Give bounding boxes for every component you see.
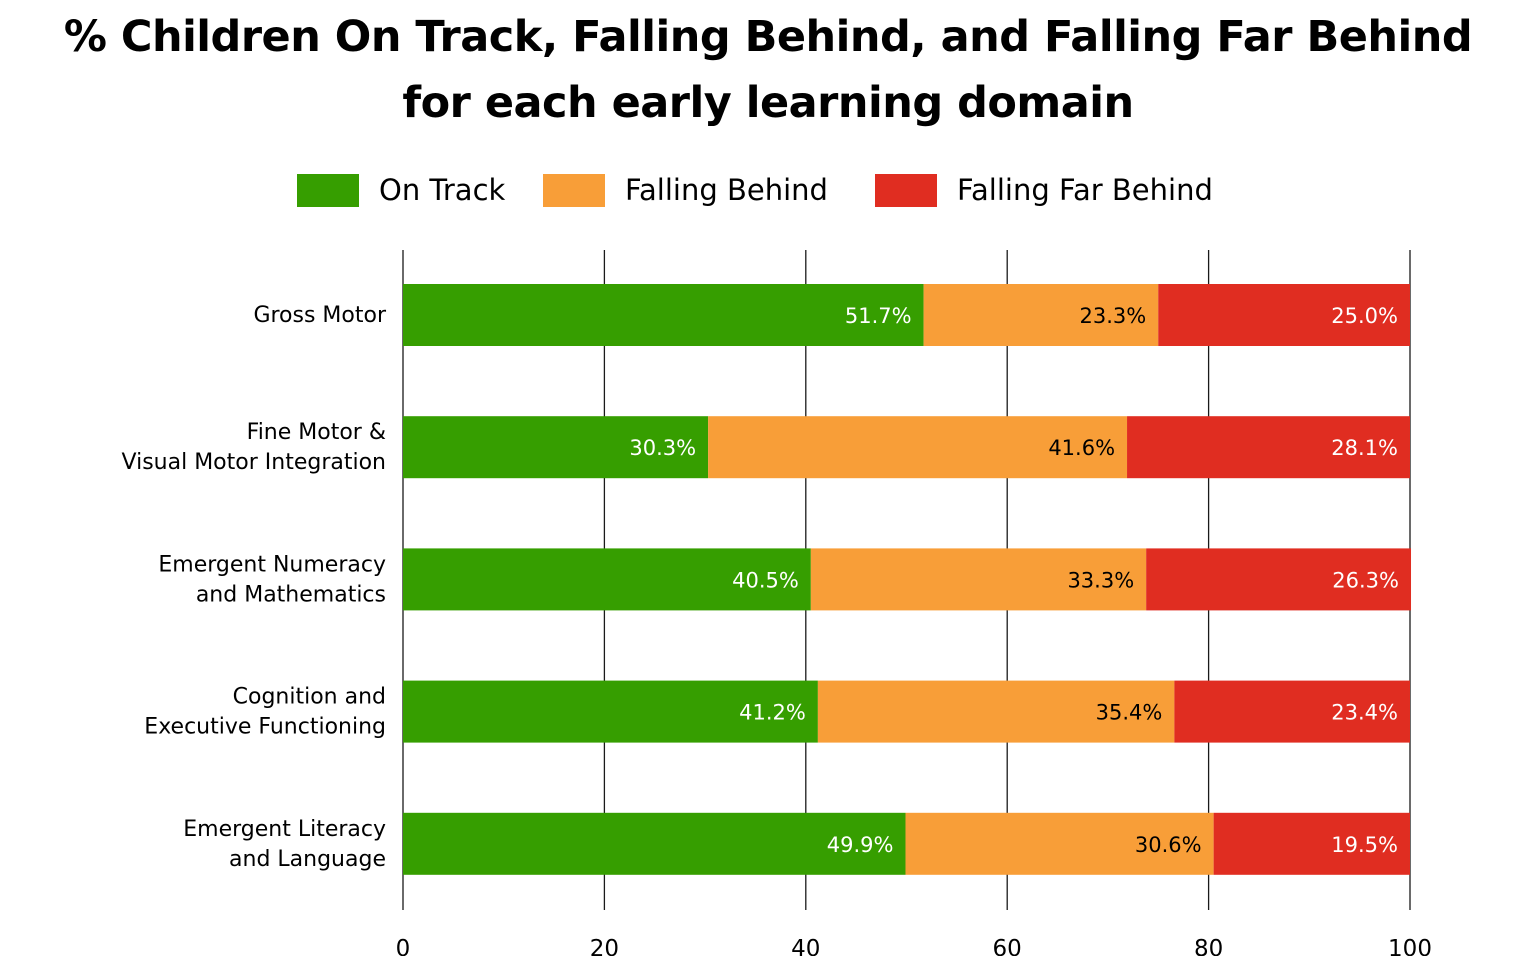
data-label: 23.3% [1080, 304, 1147, 328]
bar-segment [923, 284, 1159, 346]
bar-segment [403, 812, 906, 875]
legend-swatch-falling-behind [543, 174, 605, 207]
data-label: 40.5% [732, 568, 799, 592]
bar-segment [810, 548, 1147, 611]
data-label: 33.3% [1067, 568, 1134, 592]
bar-segment [1213, 812, 1410, 875]
bars: 51.7% 23.3% 25.0% Gross Motor 30.3% 41.6% 28.1… [122, 284, 1412, 875]
bar-segment [905, 812, 1214, 875]
legend-swatch-falling-far-behind [875, 174, 937, 207]
category-label: Fine Motor & Visual Motor Integration [122, 420, 386, 475]
data-label: 19.5% [1331, 833, 1398, 857]
data-label: 30.3% [629, 436, 696, 460]
bar-segment [403, 680, 818, 743]
bar-segment [403, 284, 924, 346]
x-tick-label: 40 [791, 936, 820, 956]
category-label: Emergent Literacy and Language [183, 817, 386, 872]
x-tick-label: 0 [396, 936, 411, 956]
data-label: 49.9% [827, 833, 894, 857]
category-label: Cognition and Executive Functioning [144, 685, 386, 740]
bar-segment [1127, 416, 1410, 479]
legend-swatch-on-track [297, 174, 359, 207]
chart-legend: On Track Falling Behind Falling Far Behi… [0, 172, 1536, 208]
data-label: 41.6% [1048, 436, 1115, 460]
bar-segment [403, 548, 811, 611]
bar-segment [403, 416, 709, 479]
chart-title-line-2: for each early learning domain [402, 78, 1134, 128]
data-label: 41.2% [739, 701, 806, 725]
x-tick-label: 20 [590, 936, 619, 956]
x-axis-tick-labels: 0 20 40 60 80 100 [396, 936, 1432, 956]
data-label: 30.6% [1135, 833, 1202, 857]
bar-segment [817, 680, 1175, 743]
bar-segment [708, 416, 1128, 479]
x-tick-label: 60 [993, 936, 1022, 956]
bar-segment [1174, 680, 1410, 743]
x-tick-label: 100 [1388, 936, 1432, 956]
bar-segment [1158, 284, 1410, 346]
category-label: Emergent Numeracy and Mathematics [158, 552, 386, 607]
legend-label-falling-behind: Falling Behind [625, 173, 828, 207]
data-label: 23.4% [1331, 701, 1398, 725]
data-label: 26.3% [1332, 568, 1399, 592]
data-label: 25.0% [1331, 304, 1398, 328]
bar-segment [1146, 548, 1412, 611]
chart-title: % Children On Track, Falling Behind, and… [0, 4, 1536, 136]
category-label: Gross Motor [253, 303, 387, 328]
legend-label-on-track: On Track [379, 173, 506, 207]
data-label: 28.1% [1331, 436, 1398, 460]
data-label: 51.7% [845, 304, 912, 328]
x-tick-label: 80 [1194, 936, 1223, 956]
data-label: 35.4% [1096, 701, 1163, 725]
chart-title-line-1: % Children On Track, Falling Behind, and… [63, 12, 1473, 62]
legend-label-falling-far-behind: Falling Far Behind [957, 173, 1213, 207]
